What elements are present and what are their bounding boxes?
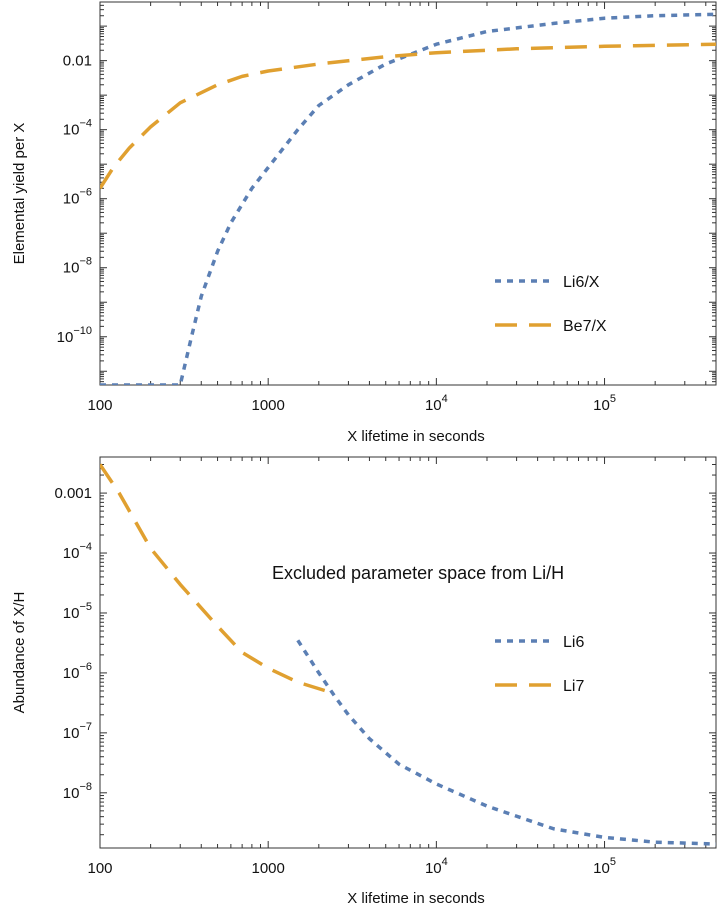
y-axis-title: Abundance of X/H — [11, 592, 28, 714]
plot-frame — [99, 456, 717, 849]
x-tick-label: 104 — [425, 393, 448, 414]
legend-label: Be7/X — [563, 318, 607, 335]
x-tick-label: 100 — [87, 860, 112, 877]
y-tick-label: 10−4 — [63, 118, 92, 139]
y-tick-label: 10−10 — [57, 325, 92, 346]
plot-frame — [99, 1, 717, 386]
x-tick-label: 1000 — [251, 397, 284, 414]
y-tick-label: 10−6 — [63, 661, 92, 682]
x-tick-label: 1000 — [251, 860, 284, 877]
series-line-li7 — [100, 463, 336, 696]
series-line-li6-x — [100, 12, 716, 385]
y-tick-label: 10−5 — [63, 601, 92, 622]
x-tick-label: 105 — [593, 393, 616, 414]
series-group — [100, 12, 716, 385]
x-tick-label: 104 — [425, 856, 448, 877]
y-tick-label: 10−4 — [63, 541, 92, 562]
y-tick-label: 10−8 — [63, 256, 92, 277]
legend-label: Li6/X — [563, 274, 600, 291]
chart-annotation: Excluded parameter space from Li/H — [272, 563, 564, 583]
y-tick-label: 10−8 — [63, 781, 92, 802]
legend-label: Li7 — [563, 678, 584, 695]
series-group — [100, 463, 716, 846]
series-line-be7-x — [100, 42, 716, 190]
x-tick-label: 100 — [87, 397, 112, 414]
y-tick-label: 10−6 — [63, 187, 92, 208]
y-axis-title: Elemental yield per X — [11, 123, 28, 265]
x-axis-title: X lifetime in seconds — [347, 890, 485, 907]
y-tick-label: 10−7 — [63, 721, 92, 742]
x-tick-label: 105 — [593, 856, 616, 877]
chart-panel-2: 100 1000 104 105 0.001 10−4 10−5 10−6 10−7 10−8 X … — [11, 456, 717, 907]
y-tick-label: 0.001 — [54, 485, 92, 502]
chart-panel-1: 100 1000 104 105 0.01 10−4 10−6 10−8 10−10 X life… — [11, 1, 717, 445]
y-tick-label: 0.01 — [63, 53, 92, 70]
legend-label: Li6 — [563, 634, 584, 651]
x-axis-title: X lifetime in seconds — [347, 428, 485, 445]
series-line-li6 — [296, 639, 716, 846]
